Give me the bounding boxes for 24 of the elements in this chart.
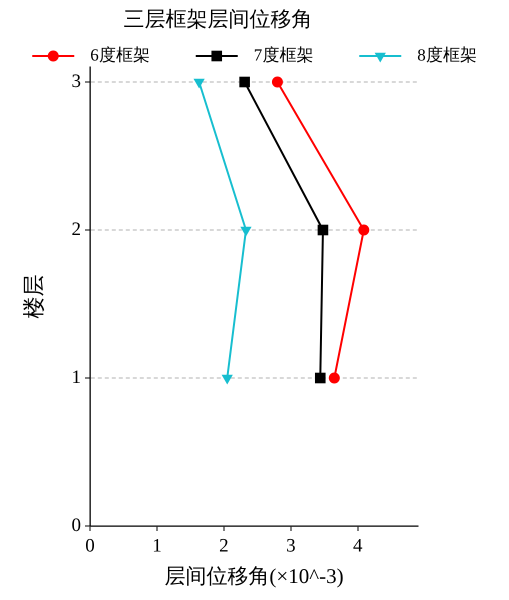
y-tick-label: 1 xyxy=(72,366,81,388)
legend-label: 8度框架 xyxy=(417,45,477,64)
point xyxy=(222,374,233,384)
x-axis-title: 层间位移角(×10^-3) xyxy=(164,564,344,588)
y-tick-label: 0 xyxy=(72,514,81,536)
point xyxy=(272,76,283,88)
x-tick-label: 0 xyxy=(85,535,95,556)
x-tick-label: 4 xyxy=(353,535,364,556)
legend-label: 7度框架 xyxy=(254,45,314,64)
legend-label: 6度框架 xyxy=(90,45,150,64)
x-tick-label: 2 xyxy=(219,535,229,556)
y-tick-label: 2 xyxy=(72,218,81,240)
point xyxy=(328,372,340,384)
x-tick-label: 1 xyxy=(152,535,162,556)
point xyxy=(318,224,328,236)
point xyxy=(193,78,205,88)
point xyxy=(314,372,326,384)
x-tick-label: 3 xyxy=(286,535,296,556)
point xyxy=(358,224,370,236)
chart-title: 三层框架层间位移角 xyxy=(124,7,312,32)
y-tick-label: 3 xyxy=(72,70,81,92)
y-axis-title: 楼层 xyxy=(20,274,46,319)
point xyxy=(239,76,250,88)
point xyxy=(240,226,252,236)
